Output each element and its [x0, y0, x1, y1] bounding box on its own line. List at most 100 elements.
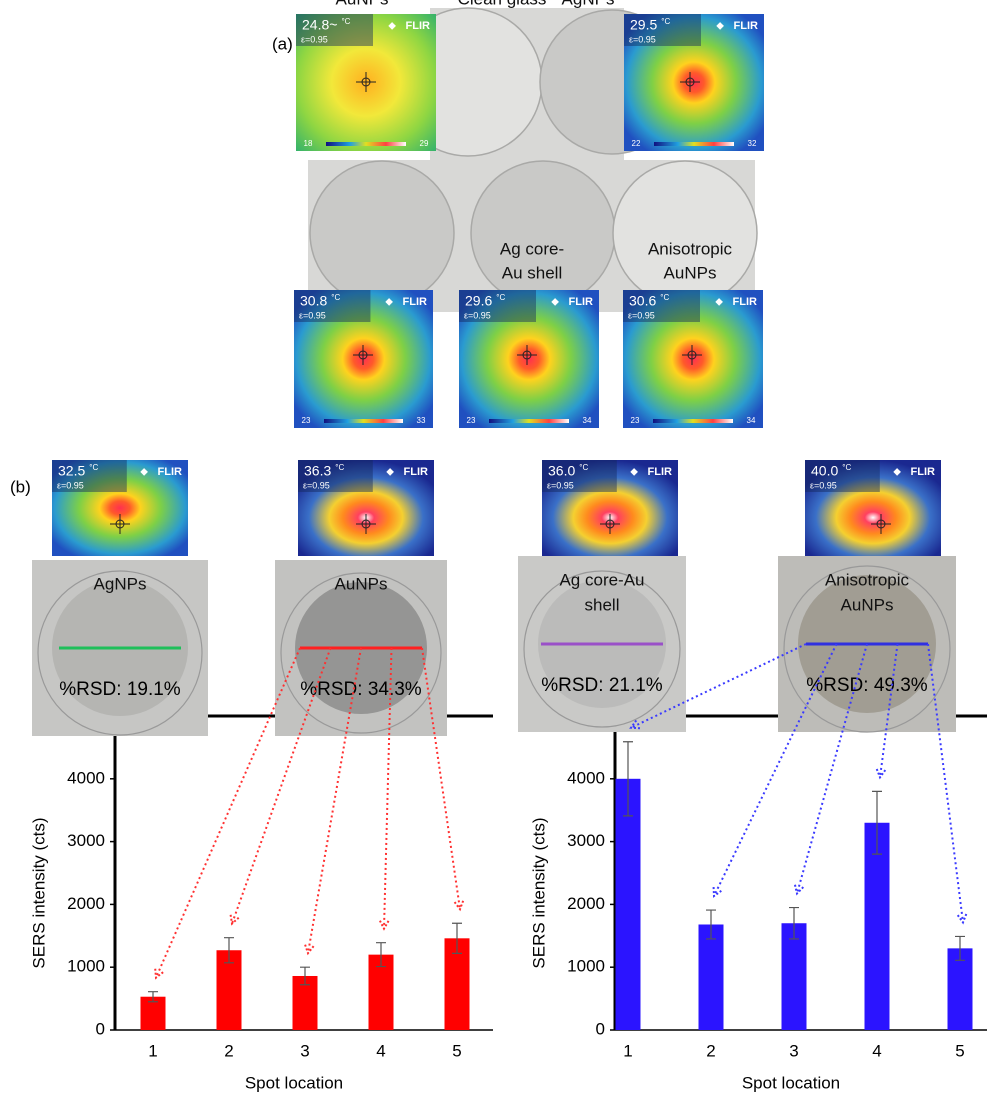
scale-bar [654, 142, 734, 146]
thermal-image [542, 460, 678, 556]
glass-slide [280, 572, 442, 734]
error-bar [706, 909, 716, 940]
error-bar [872, 790, 882, 855]
y-axis-label: SERS intensity (cts) [529, 817, 548, 968]
glass-slide [783, 565, 951, 733]
error-bar [623, 741, 633, 817]
error-bar [148, 991, 158, 1003]
panel-label: (a) [272, 34, 293, 53]
scale-bar [326, 142, 406, 146]
y-tick-label: 2000 [567, 894, 605, 913]
sample-label: AuNPs [335, 574, 388, 593]
x-tick-label: 5 [955, 1041, 964, 1060]
thermal-emissivity: ε=0.95 [547, 480, 574, 490]
error-bar [224, 937, 234, 964]
arrow-head [875, 768, 887, 780]
thermal-header [298, 460, 373, 492]
bar [698, 924, 724, 1030]
crosshair [353, 345, 373, 365]
glass-slide [612, 160, 758, 306]
arrow-head [453, 900, 465, 912]
thermal-unit: °C [496, 293, 505, 302]
thermal-logo: ◆ [385, 297, 393, 308]
thermal-logo: ◆ [140, 467, 148, 478]
thermal-emissivity: ε=0.95 [810, 480, 837, 490]
arrow [383, 647, 393, 929]
scale-bar [489, 419, 569, 423]
scale-min: 18 [304, 139, 313, 148]
thermal-emissivity: ε=0.95 [464, 310, 491, 320]
thermal-image [805, 460, 941, 556]
glass-slide [37, 570, 203, 736]
thermal-brand: FLIR [911, 466, 935, 478]
bar [781, 923, 807, 1030]
thermal-image [52, 460, 188, 556]
thermal-brand: FLIR [406, 20, 430, 32]
thermal-header [459, 290, 536, 322]
x-tick-label: 2 [224, 1041, 233, 1060]
y-tick-label: 4000 [567, 768, 605, 787]
y-tick-label: 0 [596, 1019, 605, 1038]
scale-max: 33 [417, 416, 426, 425]
thermal-temp: 29.5 [630, 17, 657, 33]
crosshair [871, 514, 891, 534]
rsd-label: %RSD: 49.3% [806, 675, 928, 696]
thermal-emissivity: ε=0.95 [299, 310, 326, 320]
sample-label: Anisotropic [825, 570, 910, 589]
thermal-temp: 30.8 [300, 293, 327, 309]
arrow [307, 647, 362, 954]
crosshair [110, 514, 130, 534]
thermal-emissivity: ε=0.95 [301, 34, 328, 44]
thermal-temp: 24.8~ [302, 17, 337, 33]
bar [216, 950, 242, 1030]
error-bar [376, 942, 386, 968]
x-tick-label: 1 [148, 1041, 157, 1060]
thermal-logo: ◆ [386, 467, 394, 478]
thermal-temp: 29.6 [465, 293, 492, 309]
bar [615, 778, 641, 1030]
y-tick-label: 4000 [67, 768, 105, 787]
thermal-header [805, 460, 880, 492]
arrow-head [304, 944, 315, 956]
scale-max: 34 [583, 416, 592, 425]
bar [864, 822, 890, 1030]
arrow-head [379, 920, 390, 931]
arrow-head [229, 914, 240, 926]
thermal-brand: FLIR [734, 20, 758, 32]
thermal-header [296, 14, 373, 46]
sample-label: shell [585, 595, 620, 614]
arrow-head [629, 719, 641, 730]
thermal-header [294, 290, 371, 322]
thermal-logo: ◆ [551, 297, 559, 308]
arrow [796, 643, 868, 894]
scale-max: 29 [420, 139, 429, 148]
arrow [927, 643, 964, 923]
error-bar [300, 966, 310, 986]
thermal-header [624, 14, 701, 46]
thermal-temp: 36.0 [548, 463, 575, 479]
thermal-brand: FLIR [403, 296, 427, 308]
scale-min: 22 [632, 139, 641, 148]
thermal-unit: °C [579, 463, 588, 472]
glass-slide [309, 160, 455, 306]
thermal-emissivity: ε=0.95 [629, 34, 656, 44]
undefined: Clean glass [458, 0, 547, 8]
thermal-image [298, 460, 434, 556]
x-tick-label: 4 [872, 1041, 881, 1060]
glass-slide [523, 570, 681, 728]
x-tick-label: 1 [623, 1041, 632, 1060]
error-bar [955, 935, 965, 961]
scale-max: 34 [747, 416, 756, 425]
crosshair [517, 345, 537, 365]
arrow [421, 647, 461, 910]
sample-label: AuNPs [841, 595, 894, 614]
bar [368, 954, 394, 1030]
thermal-brand: FLIR [733, 296, 757, 308]
rsd-label: %RSD: 21.1% [541, 675, 663, 696]
crosshair [682, 345, 702, 365]
thermal-temp: 40.0 [811, 463, 838, 479]
undefined: AuNPs [336, 0, 389, 8]
scale-bar [653, 419, 733, 423]
sample-label: Ag core-Au [559, 570, 644, 589]
